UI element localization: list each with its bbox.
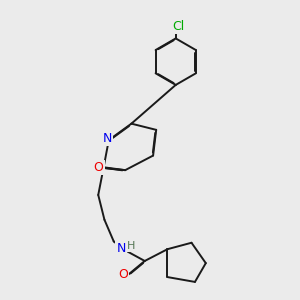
Text: Cl: Cl: [173, 20, 185, 32]
Text: O: O: [93, 160, 103, 173]
Text: N: N: [95, 161, 104, 175]
Text: N: N: [116, 242, 126, 255]
Text: N: N: [103, 132, 112, 145]
Text: H: H: [127, 241, 135, 251]
Text: O: O: [118, 268, 128, 281]
